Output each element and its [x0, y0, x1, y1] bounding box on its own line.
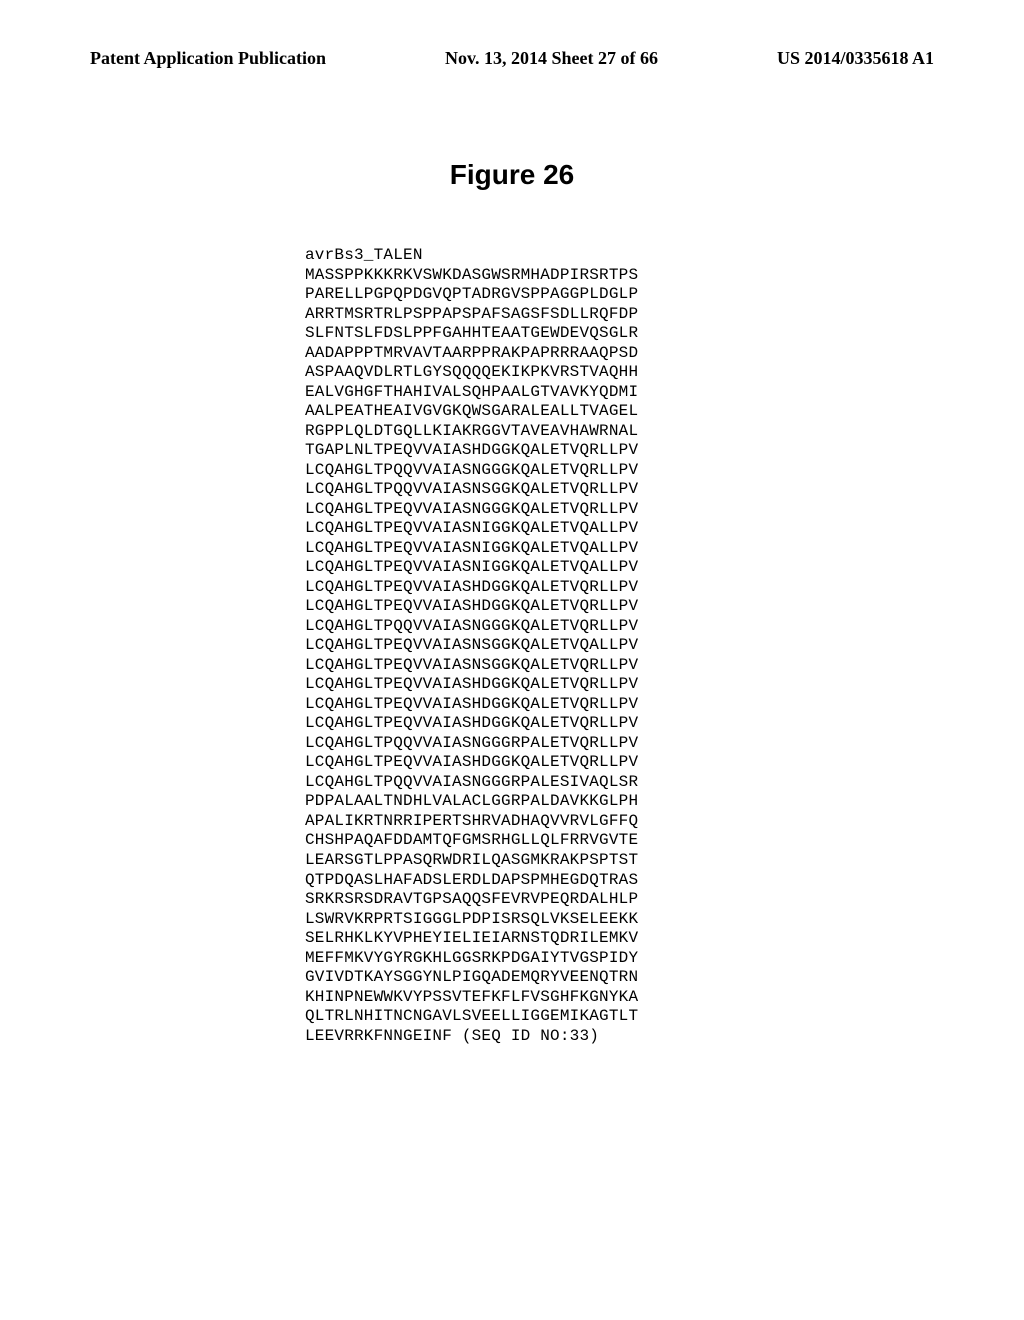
sequence-line: APALIKRTNRRIPERTSHRVADHAQVVRVLGFFQ: [305, 812, 934, 832]
sequence-line: LCQAHGLTPQQVVAIASNGGGRPALETVQRLLPV: [305, 734, 934, 754]
sequence-line: LCQAHGLTPEQVVAIASNIGGKQALETVQALLPV: [305, 519, 934, 539]
sequence-line: SLFNTSLFDSLPPFGAHHTEAATGEWDEVQSGLR: [305, 324, 934, 344]
sequence-line: LEARSGTLPPASQRWDRILQASGMKRAKPSPTST: [305, 851, 934, 871]
sequence-line: LCQAHGLTPEQVVAIASNIGGKQALETVQALLPV: [305, 539, 934, 559]
sequence-line: LCQAHGLTPEQVVAIASNIGGKQALETVQALLPV: [305, 558, 934, 578]
sequence-line: LCQAHGLTPEQVVAIASHDGGKQALETVQRLLPV: [305, 675, 934, 695]
sequence-line: SRKRSRSDRAVTGPSAQQSFEVRVPEQRDALHLP: [305, 890, 934, 910]
sequence-line: GVIVDTKAYSGGYNLPIGQADEMQRYVEENQTRN: [305, 968, 934, 988]
page: Patent Application Publication Nov. 13, …: [0, 0, 1024, 1320]
sequence-line: CHSHPAQAFDDAMTQFGMSRHGLLQLFRRVGVTE: [305, 831, 934, 851]
sequence-block: avrBs3_TALENMASSPPKKKRKVSWKDASGWSRMHADPI…: [305, 246, 934, 1046]
sequence-line: ARRTMSRTRLPSPPAPSPAFSAGSFSDLLRQFDP: [305, 305, 934, 325]
sequence-line: ASPAAQVDLRTLGYSQQQQEKIKPKVRSTVAQHH: [305, 363, 934, 383]
sequence-line: RGPPLQLDTGQLLKIAKRGGVTAVEAVHAWRNAL: [305, 422, 934, 442]
sequence-line: LCQAHGLTPQQVVAIASNGGGKQALETVQRLLPV: [305, 461, 934, 481]
sequence-line: LCQAHGLTPEQVVAIASHDGGKQALETVQRLLPV: [305, 695, 934, 715]
sequence-line: LCQAHGLTPEQVVAIASHDGGKQALETVQRLLPV: [305, 597, 934, 617]
figure-title: Figure 26: [90, 159, 934, 191]
sequence-line: LCQAHGLTPQQVVAIASNGGGRPALESIVAQLSR: [305, 773, 934, 793]
sequence-line: PARELLPGPQPDGVQPTADRGVSPPAGGPLDGLP: [305, 285, 934, 305]
sequence-line: QTPDQASLHAFADSLERDLDAPSPMHEGDQTRAS: [305, 871, 934, 891]
sequence-line: EALVGHGFTHAHIVALSQHPAALGTVAVKYQDMI: [305, 383, 934, 403]
sequence-line: LCQAHGLTPQQVVAIASNSGGKQALETVQRLLPV: [305, 480, 934, 500]
sequence-line: LCQAHGLTPEQVVAIASNSGGKQALETVQALLPV: [305, 636, 934, 656]
sequence-name: avrBs3_TALEN: [305, 246, 934, 266]
header-publication-number: US 2014/0335618 A1: [777, 48, 934, 69]
sequence-line: TGAPLNLTPEQVVAIASHDGGKQALETVQRLLPV: [305, 441, 934, 461]
sequence-line: LCQAHGLTPEQVVAIASNGGGKQALETVQRLLPV: [305, 500, 934, 520]
header-date-sheet: Nov. 13, 2014 Sheet 27 of 66: [445, 48, 658, 69]
sequence-line: LCQAHGLTPEQVVAIASHDGGKQALETVQRLLPV: [305, 753, 934, 773]
sequence-line: LSWRVKRPRTSIGGGLPDPISRSQLVKSELEEKK: [305, 910, 934, 930]
sequence-line: LEEVRRKFNNGEINF (SEQ ID NO:33): [305, 1027, 934, 1047]
sequence-line: SELRHKLKYVPHEYIELIEIARNSTQDRILEMKV: [305, 929, 934, 949]
sequence-line: LCQAHGLTPEQVVAIASHDGGKQALETVQRLLPV: [305, 578, 934, 598]
page-header: Patent Application Publication Nov. 13, …: [90, 48, 934, 69]
sequence-line: MASSPPKKKRKVSWKDASGWSRMHADPIRSRTPS: [305, 266, 934, 286]
sequence-line: QLTRLNHITNCNGAVLSVEELLIGGEMIKAGTLT: [305, 1007, 934, 1027]
sequence-line: LCQAHGLTPEQVVAIASHDGGKQALETVQRLLPV: [305, 714, 934, 734]
header-publication-type: Patent Application Publication: [90, 48, 326, 69]
sequence-line: KHINPNEWWKVYPSSVTEFKFLFVSGHFKGNYKA: [305, 988, 934, 1008]
sequence-line: AALPEATHEAIVGVGKQWSGARALEALLTVAGEL: [305, 402, 934, 422]
sequence-line: LCQAHGLTPQQVVAIASNGGGKQALETVQRLLPV: [305, 617, 934, 637]
sequence-line: PDPALAALTNDHLVALACLGGRPALDAVKKGLPH: [305, 792, 934, 812]
sequence-line: LCQAHGLTPEQVVAIASNSGGKQALETVQRLLPV: [305, 656, 934, 676]
sequence-line: MEFFMKVYGYRGKHLGGSRKPDGAIYTVGSPIDY: [305, 949, 934, 969]
sequence-line: AADAPPPTMRVAVTAARPPRAKPAPRRRAAQPSD: [305, 344, 934, 364]
